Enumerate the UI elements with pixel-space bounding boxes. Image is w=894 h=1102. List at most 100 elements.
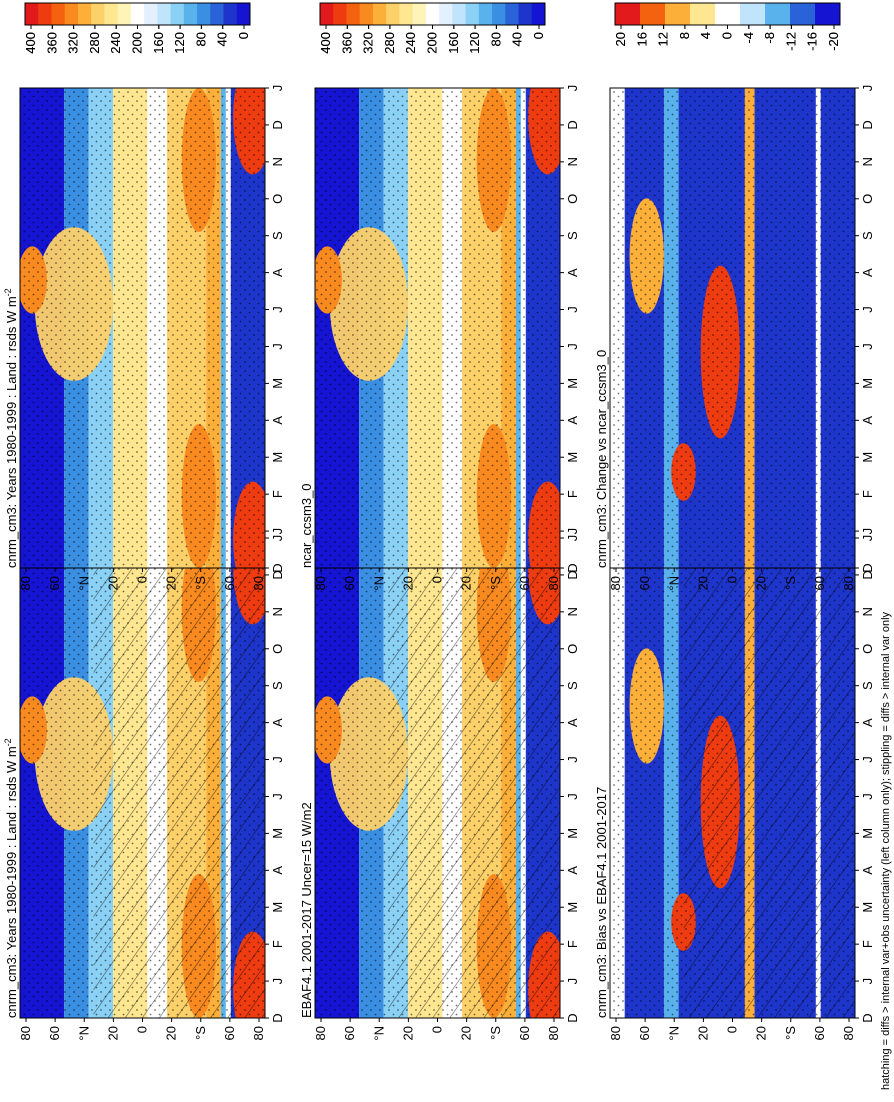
colorbar-label: 4 (698, 32, 713, 39)
colorbar-label: -12 (783, 32, 798, 51)
colorbar-swatch (25, 3, 39, 25)
colorbar-label: 240 (108, 32, 123, 54)
colorbar-swatch (197, 3, 211, 25)
y-tick-label: 80 (313, 1026, 328, 1040)
y-tick-label: 20 (695, 576, 710, 590)
colorbar-swatch (386, 3, 400, 25)
colorbar-swatch (790, 3, 816, 25)
colorbar-swatch (346, 3, 361, 25)
x-tick-label: D (270, 120, 285, 129)
colorbar-label: 200 (425, 32, 440, 54)
x-tick-label: D (565, 1013, 580, 1022)
colorbar-label: 0 (236, 32, 251, 39)
colorbar-label: 160 (446, 32, 461, 54)
colorbar: 400 360 320 280 240 200 160 120 80 40 0 (318, 2, 546, 54)
heatmap-field (315, 88, 560, 568)
y-tick-label: 60 (342, 1026, 357, 1040)
colorbar-label: 280 (382, 32, 397, 54)
colorbar-swatch (104, 3, 119, 25)
colorbar-label: 360 (339, 32, 354, 54)
hatching-overlay (93, 538, 265, 1018)
colorbar-label: 12 (656, 32, 671, 46)
heatmap-field (610, 88, 855, 568)
colorbar-label: 80 (488, 32, 503, 46)
colorbar: 400 360 320 280 240 200 160 120 80 40 0 (23, 2, 251, 54)
x-tick-label: O (860, 194, 875, 204)
colorbar-swatch (38, 3, 52, 25)
colorbar-label: 320 (361, 32, 376, 54)
y-tick-label: 0 (430, 1026, 445, 1033)
y-tick-label: 80 (608, 576, 623, 590)
y-tick-label: 20 (105, 576, 120, 590)
colorbar-label: 8 (677, 32, 692, 39)
colorbar-label: 400 (23, 32, 38, 54)
x-tick-label: M (565, 902, 580, 913)
x-tick-label: S (860, 231, 875, 240)
x-tick-label: A (565, 718, 580, 727)
y-tick-label: 0 (135, 576, 150, 583)
x-tick-label: J (270, 756, 285, 763)
x-tick-label: D (270, 563, 285, 572)
colorbar-label: 0 (236, 32, 251, 39)
x-tick-label: J (565, 535, 580, 542)
x-tick-label: J (860, 343, 875, 350)
x-tick-label: F (565, 940, 580, 948)
y-tick-label: 80 (546, 576, 561, 590)
colorbar-label: 40 (510, 32, 525, 46)
x-tick-label: M (860, 378, 875, 389)
colorbar-label: -12 (783, 32, 798, 51)
x-tick-label: J (565, 756, 580, 763)
x-tick-label: M (270, 828, 285, 839)
colorbar-label: 0 (531, 32, 546, 39)
panel-title-superscript: -2 (3, 738, 13, 746)
colorbar-label: 40 (215, 32, 230, 46)
colorbar-label: 280 (87, 32, 102, 54)
hatching-overlay (683, 538, 855, 1018)
x-tick-label: M (860, 902, 875, 913)
y-tick-label: 60 (517, 1026, 532, 1040)
x-tick-label: A (270, 718, 285, 727)
y-tick-label: 20 (400, 576, 415, 590)
colorbar-label: 16 (634, 32, 649, 46)
y-tick-label: °N (76, 1026, 91, 1041)
y-tick-label: °N (666, 1026, 681, 1041)
y-tick-label: 20 (754, 576, 769, 590)
heatmap-field (610, 538, 855, 1018)
y-tick-label: °N (666, 576, 681, 591)
x-tick-label: O (565, 644, 580, 654)
x-tick-label: N (270, 157, 285, 166)
y-tick-label: °N (371, 1026, 386, 1041)
x-tick-label: M (270, 378, 285, 389)
colorbar-swatch (740, 3, 766, 25)
y-tick-label: 80 (841, 1026, 856, 1040)
colorbar-label: 80 (488, 32, 503, 46)
y-tick-label: 80 (18, 576, 33, 590)
x-tick-label: D (860, 1013, 875, 1022)
colorbar-label: 120 (172, 32, 187, 54)
x-tick-label: J (565, 306, 580, 313)
colorbar-label: 320 (66, 32, 81, 54)
x-tick-label: F (860, 490, 875, 498)
x-tick-label: N (565, 157, 580, 166)
colorbar-label: 20 (613, 32, 628, 46)
y-tick-label: °S (488, 576, 503, 590)
x-tick-label: O (860, 644, 875, 654)
y-tick-label: 80 (18, 1026, 33, 1040)
colorbar-label: -8 (762, 32, 777, 44)
colorbar-label: 160 (446, 32, 461, 54)
colorbar-label: 360 (44, 32, 59, 54)
x-tick-label: F (270, 490, 285, 498)
x-tick-label: J (565, 85, 580, 92)
heatmap-field (315, 538, 560, 1018)
y-tick-label: 0 (725, 576, 740, 583)
panel-title: ncar_ccsm3_0 (299, 483, 314, 568)
x-tick-label: D (860, 120, 875, 129)
colorbar-swatch (144, 3, 158, 25)
y-tick-label: °S (193, 1026, 208, 1040)
x-tick-label: J (270, 978, 285, 985)
colorbar-label: 40 (510, 32, 525, 46)
colorbar-swatch (715, 3, 741, 25)
